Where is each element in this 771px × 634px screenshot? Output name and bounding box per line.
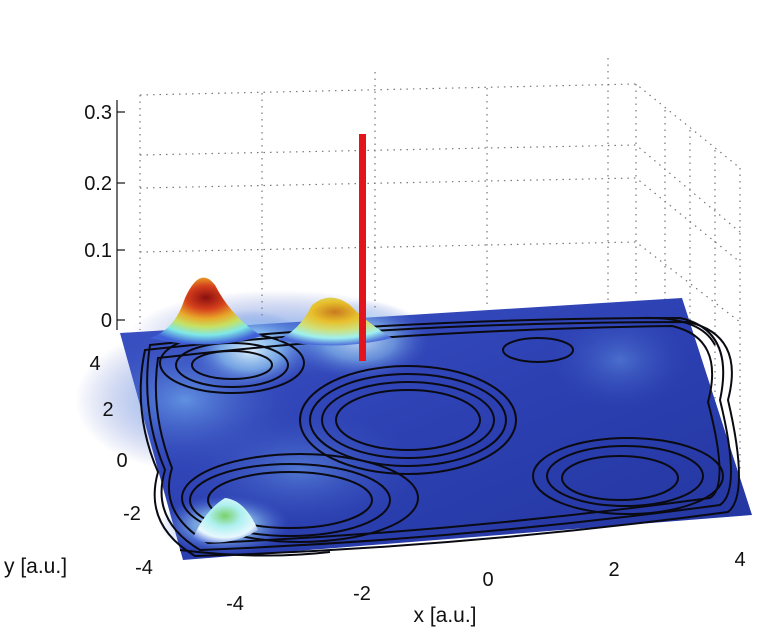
x-tick-label: 0: [482, 569, 493, 591]
y-tick-label: 2: [102, 399, 113, 421]
y-axis: 4 2 0 -2 -4 y [a.u.]: [4, 353, 153, 579]
z-tick-label: 0.1: [84, 240, 112, 262]
x-axis: -4 -2 0 2 4 x [a.u.]: [226, 549, 745, 627]
marker-line: [359, 134, 366, 361]
y-tick-label: 4: [89, 353, 100, 375]
z-axis: 0.3 0.2 0.1 0: [84, 100, 125, 332]
y-tick-label: -4: [135, 557, 153, 579]
x-tick-label: 2: [608, 559, 619, 581]
y-axis-label: y [a.u.]: [4, 555, 67, 578]
grid: [139, 58, 741, 470]
peak: [192, 498, 258, 543]
z-tick-label: 0.2: [84, 173, 112, 195]
y-tick-label: -2: [123, 503, 141, 525]
x-tick-label: -4: [226, 593, 244, 615]
z-tick-label: 0: [101, 310, 112, 332]
peak: [150, 277, 262, 345]
x-tick-label: 4: [734, 549, 745, 571]
y-tick-label: 0: [116, 450, 127, 472]
x-tick-label: -2: [353, 583, 371, 605]
contours: [139, 316, 740, 558]
z-tick-label: 0.3: [84, 102, 112, 124]
x-axis-label: x [a.u.]: [413, 604, 476, 627]
